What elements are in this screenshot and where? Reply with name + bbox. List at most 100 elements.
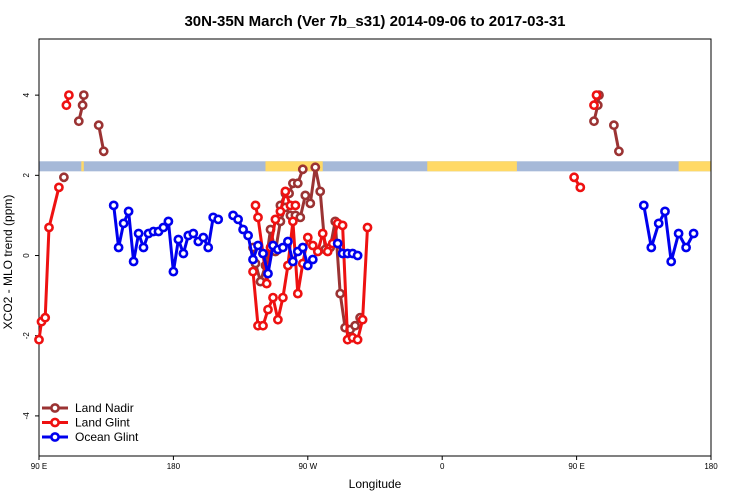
land-glint-point xyxy=(248,266,258,277)
land-glint-line xyxy=(254,189,296,286)
ocean-glint-point xyxy=(168,266,179,277)
land-glint-point xyxy=(40,312,51,323)
land-glint-point xyxy=(275,206,286,217)
ocean-glint-point xyxy=(666,256,677,267)
ocean-glint-point xyxy=(263,268,273,279)
land-nadir-legend-label: Land Nadir xyxy=(75,401,134,415)
land-glint-legend-label: Land Glint xyxy=(75,416,130,430)
ocean-glint-point xyxy=(243,230,253,241)
y-tick-label: 0 xyxy=(22,253,31,258)
land-glint-point xyxy=(261,278,272,289)
ocean-glint-point xyxy=(352,250,363,261)
land-glint-point xyxy=(268,292,278,303)
ocean-glint-point xyxy=(287,256,298,267)
ocean-glint-point xyxy=(681,242,691,253)
ocean-glint-point xyxy=(128,256,139,267)
land-nadir-point xyxy=(300,190,311,201)
land-band-segment xyxy=(427,161,517,172)
land-glint-point xyxy=(337,220,348,231)
x-axis-label: Longitude xyxy=(349,477,402,491)
ocean-glint-point xyxy=(253,240,263,251)
ocean-glint-point xyxy=(233,214,243,225)
land-nadir-point xyxy=(93,120,104,131)
land-glint-point xyxy=(263,304,273,315)
ocean-glint-legend-label: Ocean Glint xyxy=(75,430,139,444)
chart-title: 30N-35N March (Ver 7b_s31) 2014-09-06 to… xyxy=(184,13,565,30)
land-glint-point xyxy=(292,288,303,299)
land-nadir-point xyxy=(77,100,88,111)
ocean-glint-point xyxy=(653,218,664,229)
land-glint-point xyxy=(34,334,44,345)
y-axis-label: XCO2 - MLO trend (ppm) xyxy=(1,195,15,330)
ocean-glint-point xyxy=(173,234,184,245)
land-glint-point xyxy=(352,334,363,345)
ocean-glint-point xyxy=(673,228,684,239)
ocean-glint-point xyxy=(158,222,169,233)
ocean-glint-point xyxy=(113,242,124,253)
land-glint-point xyxy=(280,186,291,197)
land-nadir-point xyxy=(335,288,346,299)
ocean-glint-legend-marker xyxy=(50,432,60,442)
ocean-glint-point xyxy=(118,218,129,229)
ocean-glint-point xyxy=(332,238,343,249)
land-glint-point xyxy=(322,246,333,257)
y-tick-label: -2 xyxy=(22,332,31,340)
ocean-glint-point xyxy=(138,242,149,253)
ocean-glint-point xyxy=(163,216,174,227)
land-glint-point xyxy=(61,100,72,111)
land-nadir-point xyxy=(73,116,84,127)
land-glint-point xyxy=(317,228,328,239)
land-nadir-point xyxy=(350,320,360,331)
y-tick-label: 4 xyxy=(22,92,31,97)
land-glint-point xyxy=(302,232,313,243)
land-nadir-point xyxy=(310,162,321,173)
land-nadir-point xyxy=(589,116,599,127)
plot-area: 90 E 180 90 W 0 90 E 180 -4 -2 0 2 4 Land NadirLand… xyxy=(22,38,718,471)
land-nadir-point xyxy=(297,164,308,175)
ocean-glint-point xyxy=(108,200,119,211)
land-nadir-point xyxy=(315,186,326,197)
land-nadir-point xyxy=(292,178,303,189)
ocean-glint-point xyxy=(188,228,199,239)
land-nadir-point xyxy=(609,120,619,131)
land-glint-point xyxy=(589,100,599,111)
land-band-segment xyxy=(81,161,84,172)
land-band-segment xyxy=(678,161,711,172)
ocean-glint-point xyxy=(307,254,318,265)
land-glint-point xyxy=(307,240,318,251)
land-glint-point xyxy=(250,200,261,211)
land-glint-point xyxy=(258,320,268,331)
land-band-segment xyxy=(265,161,323,172)
land-nadir-point xyxy=(98,146,109,157)
y-tick-label: -4 xyxy=(22,412,31,420)
y-tick-label: 2 xyxy=(22,173,31,178)
ocean-glint-point xyxy=(248,254,258,265)
land-nadir-point xyxy=(305,198,316,209)
ocean-glint-point xyxy=(198,232,209,243)
land-nadir-point xyxy=(59,172,69,183)
land-glint-point xyxy=(357,314,368,325)
ocean-glint-point xyxy=(297,242,308,253)
land-glint-point xyxy=(362,222,373,233)
ocean-glint-point xyxy=(660,206,670,217)
land-glint-point xyxy=(253,212,263,223)
land-glint-point xyxy=(54,182,64,193)
ocean-glint-point xyxy=(646,242,657,253)
ocean-glint-point xyxy=(238,224,248,235)
land-glint-point xyxy=(569,172,579,183)
land-nadir-legend-marker xyxy=(50,403,60,413)
ocean-glint-point xyxy=(302,260,313,271)
x-tick-label: 180 xyxy=(704,462,718,471)
land-glint-point xyxy=(575,182,586,193)
land-glint-point xyxy=(64,90,74,100)
plot-frame xyxy=(38,38,712,457)
x-tick-label: 0 xyxy=(440,462,445,471)
ocean-glint-point xyxy=(277,242,288,253)
land-glint-point xyxy=(591,90,602,100)
ocean-glint-point xyxy=(282,236,293,247)
land-nadir-point xyxy=(78,90,89,100)
ocean-glint-point xyxy=(123,206,134,217)
land-glint-legend-marker xyxy=(50,417,60,428)
